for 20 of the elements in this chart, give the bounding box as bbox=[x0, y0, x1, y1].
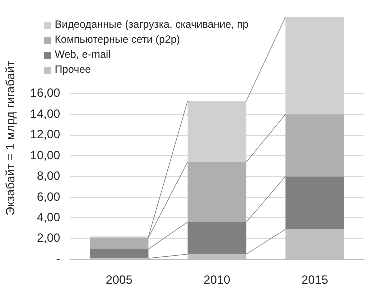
y-tick-label: 4,00 bbox=[37, 210, 61, 224]
y-tick-label: 14,00 bbox=[30, 106, 61, 121]
bar bbox=[188, 162, 247, 222]
y-tick-label: 16,00 bbox=[30, 86, 61, 100]
x-tick-label: 2010 bbox=[204, 273, 231, 288]
y-tick-label: 10,00 bbox=[30, 148, 61, 162]
x-tick-label: 2015 bbox=[302, 273, 329, 288]
x-tick-label: 2005 bbox=[106, 273, 134, 288]
legend-label: Компьютерные сети (p2p) bbox=[55, 33, 180, 48]
y-tick-label: 12,00 bbox=[30, 128, 61, 142]
y-tick-label: 6,00 bbox=[37, 190, 61, 204]
y-tick-label: - bbox=[56, 252, 60, 266]
y-axis-title: Экзабайт = 1 млрд гигабайт bbox=[4, 60, 18, 216]
bar bbox=[90, 238, 149, 250]
legend-label: Прочее bbox=[55, 63, 92, 78]
legend-label: Видеоданные (загрузка, скачивание, пр bbox=[55, 18, 249, 33]
bar bbox=[286, 114, 344, 177]
y-tick-label: 2,00 bbox=[37, 231, 61, 246]
legend-label: Web, e-mail bbox=[55, 48, 111, 63]
y-tick-label: 8,00 bbox=[37, 169, 61, 184]
